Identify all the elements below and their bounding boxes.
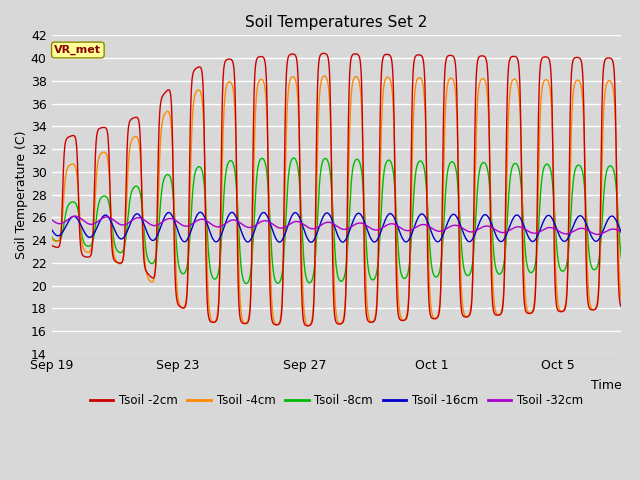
Tsoil -16cm: [307, 240, 315, 245]
Tsoil -8cm: [47, 233, 55, 239]
Tsoil -2cm: [292, 54, 300, 60]
Tsoil -4cm: [351, 74, 359, 80]
Tsoil -16cm: [618, 229, 625, 235]
Tsoil -4cm: [540, 79, 547, 85]
Tsoil -32cm: [301, 223, 309, 228]
Tsoil -4cm: [415, 75, 422, 81]
Tsoil -8cm: [81, 241, 89, 247]
Tsoil -16cm: [81, 230, 89, 236]
Tsoil -16cm: [351, 213, 359, 219]
Tsoil -16cm: [196, 209, 204, 215]
Tsoil -2cm: [47, 242, 55, 248]
Tsoil -32cm: [594, 231, 602, 237]
Tsoil -4cm: [81, 248, 89, 254]
Tsoil -2cm: [351, 51, 359, 57]
Tsoil -2cm: [540, 54, 547, 60]
Tsoil -16cm: [540, 218, 547, 224]
Title: Soil Temperatures Set 2: Soil Temperatures Set 2: [245, 15, 428, 30]
Tsoil -4cm: [618, 298, 625, 303]
Tsoil -2cm: [304, 323, 312, 329]
Tsoil -2cm: [618, 304, 625, 310]
Tsoil -16cm: [301, 231, 309, 237]
Tsoil -32cm: [82, 219, 90, 225]
Tsoil -16cm: [292, 210, 300, 216]
Tsoil -2cm: [81, 254, 89, 260]
Line: Tsoil -2cm: Tsoil -2cm: [51, 53, 621, 326]
Tsoil -8cm: [351, 157, 359, 163]
Text: Time: Time: [591, 379, 621, 392]
Tsoil -8cm: [302, 274, 310, 279]
Tsoil -8cm: [293, 159, 301, 165]
Tsoil -8cm: [540, 166, 547, 172]
Tsoil -8cm: [290, 155, 298, 161]
Tsoil -4cm: [292, 79, 300, 85]
Tsoil -2cm: [301, 322, 309, 328]
Tsoil -8cm: [243, 281, 250, 287]
Tsoil -32cm: [540, 227, 547, 233]
Tsoil -32cm: [414, 223, 422, 229]
Text: VR_met: VR_met: [54, 45, 101, 55]
Legend: Tsoil -2cm, Tsoil -4cm, Tsoil -8cm, Tsoil -16cm, Tsoil -32cm: Tsoil -2cm, Tsoil -4cm, Tsoil -8cm, Tsoi…: [84, 389, 588, 411]
Y-axis label: Soil Temperature (C): Soil Temperature (C): [15, 130, 28, 259]
Tsoil -4cm: [305, 323, 312, 329]
Line: Tsoil -4cm: Tsoil -4cm: [51, 76, 621, 326]
Line: Tsoil -32cm: Tsoil -32cm: [51, 216, 621, 234]
Tsoil -4cm: [47, 235, 55, 240]
Tsoil -8cm: [618, 254, 625, 260]
Tsoil -32cm: [47, 216, 55, 222]
Tsoil -4cm: [321, 73, 328, 79]
Tsoil -16cm: [415, 214, 422, 220]
Tsoil -32cm: [351, 222, 359, 228]
Line: Tsoil -8cm: Tsoil -8cm: [51, 158, 621, 284]
Tsoil -2cm: [320, 50, 328, 56]
Tsoil -32cm: [618, 229, 625, 235]
Line: Tsoil -16cm: Tsoil -16cm: [51, 212, 621, 242]
Tsoil -4cm: [301, 317, 309, 323]
Tsoil -2cm: [415, 52, 422, 58]
Tsoil -32cm: [71, 213, 79, 219]
Tsoil -8cm: [415, 159, 422, 165]
Tsoil -32cm: [292, 218, 300, 224]
Tsoil -16cm: [47, 227, 55, 232]
